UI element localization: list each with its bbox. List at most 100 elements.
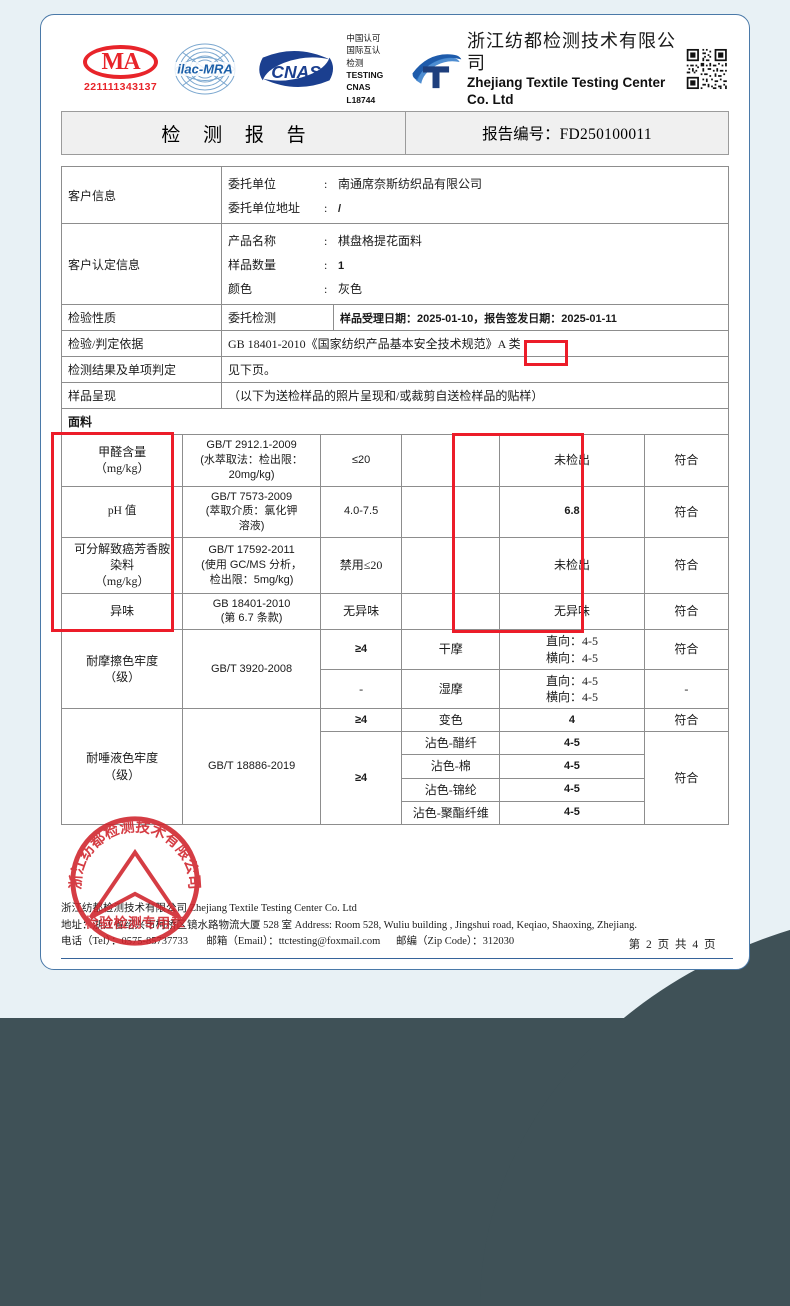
- footer-company-en: Zhejiang Textile Testing Center Co. Ltd: [189, 903, 357, 915]
- report-number-value: FD250100011: [559, 126, 652, 143]
- field-value: 棋盘格提花面料: [338, 233, 423, 248]
- field-colon: :: [324, 176, 328, 191]
- cell-result: 4: [499, 708, 645, 733]
- cell-subitem: 变色: [401, 708, 501, 733]
- cell-subitem: 沾色-棉: [401, 754, 501, 779]
- cell-item: 异味: [60, 592, 184, 631]
- cell-item: pH 值: [60, 485, 184, 539]
- cma-number: 221111343137: [83, 81, 158, 93]
- cell-standard: GB 18401-2010 (第 6.7 条款): [182, 592, 321, 631]
- field-key: 产品名称: [228, 233, 277, 248]
- cell-standard: GB/T 7573-2009 (萃取介质：氯化钾 溶液): [182, 485, 321, 539]
- field-value: 1: [338, 259, 345, 272]
- cnas-logo-icon: CNAS: [259, 50, 334, 88]
- cell-result: 4-5: [499, 731, 645, 756]
- company-identity: 浙江纺都检测技术有限公司 Zhejiang Textile Testing Ce…: [409, 30, 730, 109]
- svg-text:CNAS: CNAS: [271, 62, 321, 82]
- table-row: 耐唾液色牢度 （级） GB/T 18886-2019 ≥4 变色 4 符合: [60, 708, 730, 825]
- item-line: 甲醛含量: [98, 445, 147, 460]
- cnas-caption: 中国认可 国际互认 检测 TESTING CNAS L18744: [346, 32, 395, 106]
- cell-subitem: 干摩: [401, 629, 501, 670]
- result-line: 横向：4-5: [545, 689, 598, 704]
- std-line: (水萃取法：检出限：: [200, 453, 303, 466]
- footer-address-en: Address: Room 528, Wuliu building , Jing…: [294, 919, 637, 931]
- cnas-line-4: CNAS L18744: [346, 82, 376, 105]
- field-colon: :: [324, 281, 328, 296]
- report-page: MA 221111343137 ilac-MRA: [40, 14, 750, 970]
- basis-label: 检验/判定依据: [61, 330, 222, 357]
- customer-info-label: 客户信息: [61, 166, 222, 224]
- item-line: （mg/kg）: [94, 574, 150, 589]
- cell-judgement: 符合: [643, 537, 730, 594]
- table-row: 沾色-棉 4-5: [62, 754, 729, 779]
- table-row-customer-info: 客户信息 委托单位 : 南通席奈斯纺织品有限公司 委托单位地址 : /: [61, 166, 729, 224]
- nature-value: 委托检测: [221, 304, 334, 331]
- item-line: （级）: [104, 670, 141, 685]
- std-line: (使用 GC/MS 分析，: [201, 558, 302, 571]
- cell-item: 可分解致癌芳香胺 染料 （mg/kg）: [60, 537, 184, 594]
- footer-email-value[interactable]: ttctesting@foxmail.com: [278, 935, 381, 947]
- cell-subitem: [401, 537, 501, 594]
- svg-text:检验检测专用章: 检验检测专用章: [85, 914, 185, 930]
- table-row: 耐摩擦色牢度 （级） GB/T 3920-2008 ≥4 干摩 直向：4-5 横…: [60, 629, 730, 710]
- result-line: 直向：4-5: [545, 634, 598, 649]
- cnas-line-2: 检测: [346, 57, 364, 68]
- field-value: 南通席奈斯纺织品有限公司: [338, 176, 483, 191]
- std-line: 检出限：5mg/kg): [209, 573, 294, 586]
- letterhead: MA 221111343137 ilac-MRA: [61, 31, 730, 107]
- cell-subitem: 沾色-聚酯纤维: [401, 800, 501, 826]
- field-value: 灰色: [338, 281, 363, 296]
- cell-requirement: 无异味: [319, 592, 403, 631]
- cell-subitem: [401, 485, 501, 539]
- table-row-sample-presentation: 样品呈现 （以下为送检样品的照片呈现和/或裁剪自送检样品的贴样）: [61, 382, 729, 409]
- cell-result: 直向：4-5 横向：4-5: [499, 668, 645, 710]
- kv-row: 样品数量 : 1: [228, 252, 722, 276]
- customer-info-values: 委托单位 : 南通席奈斯纺织品有限公司 委托单位地址 : /: [221, 166, 729, 224]
- company-name-en: Zhejiang Textile Testing Center Co. Ltd: [466, 74, 666, 107]
- std-line: GB/T 17592-2011: [208, 544, 295, 557]
- cell-requirement: 禁用≤20: [319, 537, 403, 594]
- cell-subitem: [401, 434, 501, 487]
- dates-value: 样品受理日期：2025-01-10，报告签发日期：2025-01-11: [333, 304, 729, 331]
- table-row: 异味 GB 18401-2010 (第 6.7 条款) 无异味 无异味 符合: [60, 592, 730, 631]
- field-key: 样品数量: [228, 257, 277, 272]
- report-title-cell: 检 测 报 告: [61, 111, 406, 155]
- report-number-cell: 报告编号：FD250100011: [406, 111, 729, 155]
- cell-judgement: 符合: [643, 708, 730, 733]
- std-line: GB/T 7573-2009: [211, 490, 293, 503]
- test-results-table: 甲醛含量 （mg/kg） GB/T 2912.1-2009 (水萃取法：检出限：…: [60, 434, 730, 826]
- item-line: 耐摩擦色牢度: [86, 654, 159, 668]
- company-logo-icon: [412, 54, 462, 89]
- cell-result: 4-5: [499, 800, 645, 826]
- cell-requirement: 4.0-7.5: [319, 485, 403, 539]
- cell-subitem: 沾色-锦纶: [401, 777, 501, 802]
- cell-item: 耐唾液色牢度 （级）: [60, 708, 184, 825]
- cell-requirement: -: [319, 668, 403, 710]
- report-info-table: 客户信息 委托单位 : 南通席奈斯纺织品有限公司 委托单位地址 : / 客户认定…: [61, 166, 729, 435]
- results-summary-value: 见下页。: [221, 356, 729, 383]
- table-row: 沾色-聚酯纤维 4-5: [62, 800, 729, 826]
- field-value: /: [338, 202, 342, 215]
- company-name-zh: 浙江纺都检测技术有限公司: [466, 30, 676, 74]
- cell-judgement: 符合: [643, 731, 730, 825]
- footer-zip-value: 312030: [482, 935, 515, 947]
- field-colon: :: [324, 200, 328, 215]
- table-row-basis: 检验/判定依据 GB 18401-2010《国家纺织产品基本安全技术规范》A 类: [61, 330, 729, 357]
- kv-row: 委托单位地址 : /: [228, 195, 722, 219]
- cma-oval-icon: MA: [83, 45, 159, 79]
- table-row-results-summary: 检测结果及单项判定 见下页。: [61, 356, 729, 383]
- item-line: （mg/kg）: [94, 461, 150, 476]
- table-row-inspection-nature: 检验性质 委托检测 样品受理日期：2025-01-10，报告签发日期：2025-…: [61, 304, 729, 331]
- table-row: 可分解致癌芳香胺 染料 （mg/kg） GB/T 17592-2011 (使用 …: [60, 537, 730, 594]
- cma-mark: MA 221111343137: [83, 45, 159, 93]
- results-summary-label: 检测结果及单项判定: [61, 356, 222, 383]
- cell-judgement: 符合: [643, 592, 730, 631]
- footer-email-label: 邮箱（Email）：: [206, 935, 279, 947]
- std-line: GB/T 2912.1-2009: [206, 439, 297, 451]
- table-row: ≥4 沾色-醋纤 4-5 符合: [62, 731, 730, 825]
- declared-info-values: 产品名称 : 棋盘格提花面料 样品数量 : 1 颜色 : 灰色: [221, 223, 729, 305]
- cell-result: 4-5: [499, 777, 645, 802]
- cell-result: 无异味: [499, 592, 645, 631]
- item-line: 可分解致癌芳香胺: [74, 542, 171, 557]
- item-line: 耐唾液色牢度: [86, 751, 159, 766]
